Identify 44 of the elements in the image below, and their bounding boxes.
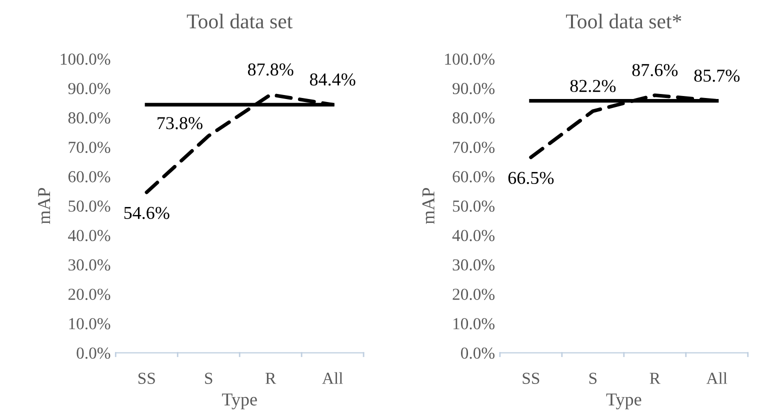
y-tick-label: 10.0% xyxy=(453,318,495,330)
data-label: 82.2% xyxy=(570,80,616,92)
x-tick-label: SS xyxy=(138,372,155,384)
y-tick-label: 70.0% xyxy=(68,142,110,154)
y-tick-label: 60.0% xyxy=(68,171,110,182)
data-label: 85.7% xyxy=(694,70,740,82)
data-label: 73.8% xyxy=(158,117,202,130)
y-tick-label: 100.0% xyxy=(445,54,495,65)
y-tick-label: 80.0% xyxy=(68,112,110,124)
y-tick-label: 50.0% xyxy=(453,200,495,212)
x-tick-label: S xyxy=(205,372,212,384)
y-tick-label: 60.0% xyxy=(452,171,495,182)
y-tick-label: 0.0% xyxy=(461,348,495,359)
y-tick-label: 30.0% xyxy=(452,259,495,271)
y-axis-title: mAP xyxy=(422,188,434,224)
chart-title: Tool data set xyxy=(186,14,293,28)
x-axis-title: Type xyxy=(606,394,642,410)
x-tick-label: All xyxy=(322,372,343,384)
y-tick-label: 40.0% xyxy=(452,230,495,242)
data-label: 87.8% xyxy=(248,63,294,76)
x-axis-title: Type xyxy=(222,394,257,410)
y-tick-label: 50.0% xyxy=(68,200,110,212)
data-label: 66.5% xyxy=(508,172,554,184)
x-tick-label: S xyxy=(589,372,597,384)
y-tick-label: 70.0% xyxy=(453,142,495,154)
y-tick-label: 20.0% xyxy=(452,288,495,300)
y-tick-label: 0.0% xyxy=(76,348,110,359)
y-tick-label: 10.0% xyxy=(69,318,110,330)
y-axis-title: mAP xyxy=(38,188,50,224)
x-tick-label: SS xyxy=(522,372,540,384)
data-label: 84.4% xyxy=(310,73,356,86)
y-tick-label: 100.0% xyxy=(60,54,110,65)
y-tick-label: 80.0% xyxy=(452,112,495,124)
x-tick-label: All xyxy=(706,372,728,384)
y-tick-label: 40.0% xyxy=(68,230,110,242)
data-label: 54.6% xyxy=(124,206,170,220)
x-tick-label: R xyxy=(266,372,276,384)
chart-title: Tool data set* xyxy=(566,14,682,28)
y-tick-label: 90.0% xyxy=(452,82,495,94)
y-tick-label: 30.0% xyxy=(68,259,110,271)
y-tick-label: 90.0% xyxy=(68,82,110,94)
y-tick-label: 20.0% xyxy=(68,288,110,300)
data-label: 87.6% xyxy=(632,64,678,76)
x-tick-label: R xyxy=(650,372,660,384)
